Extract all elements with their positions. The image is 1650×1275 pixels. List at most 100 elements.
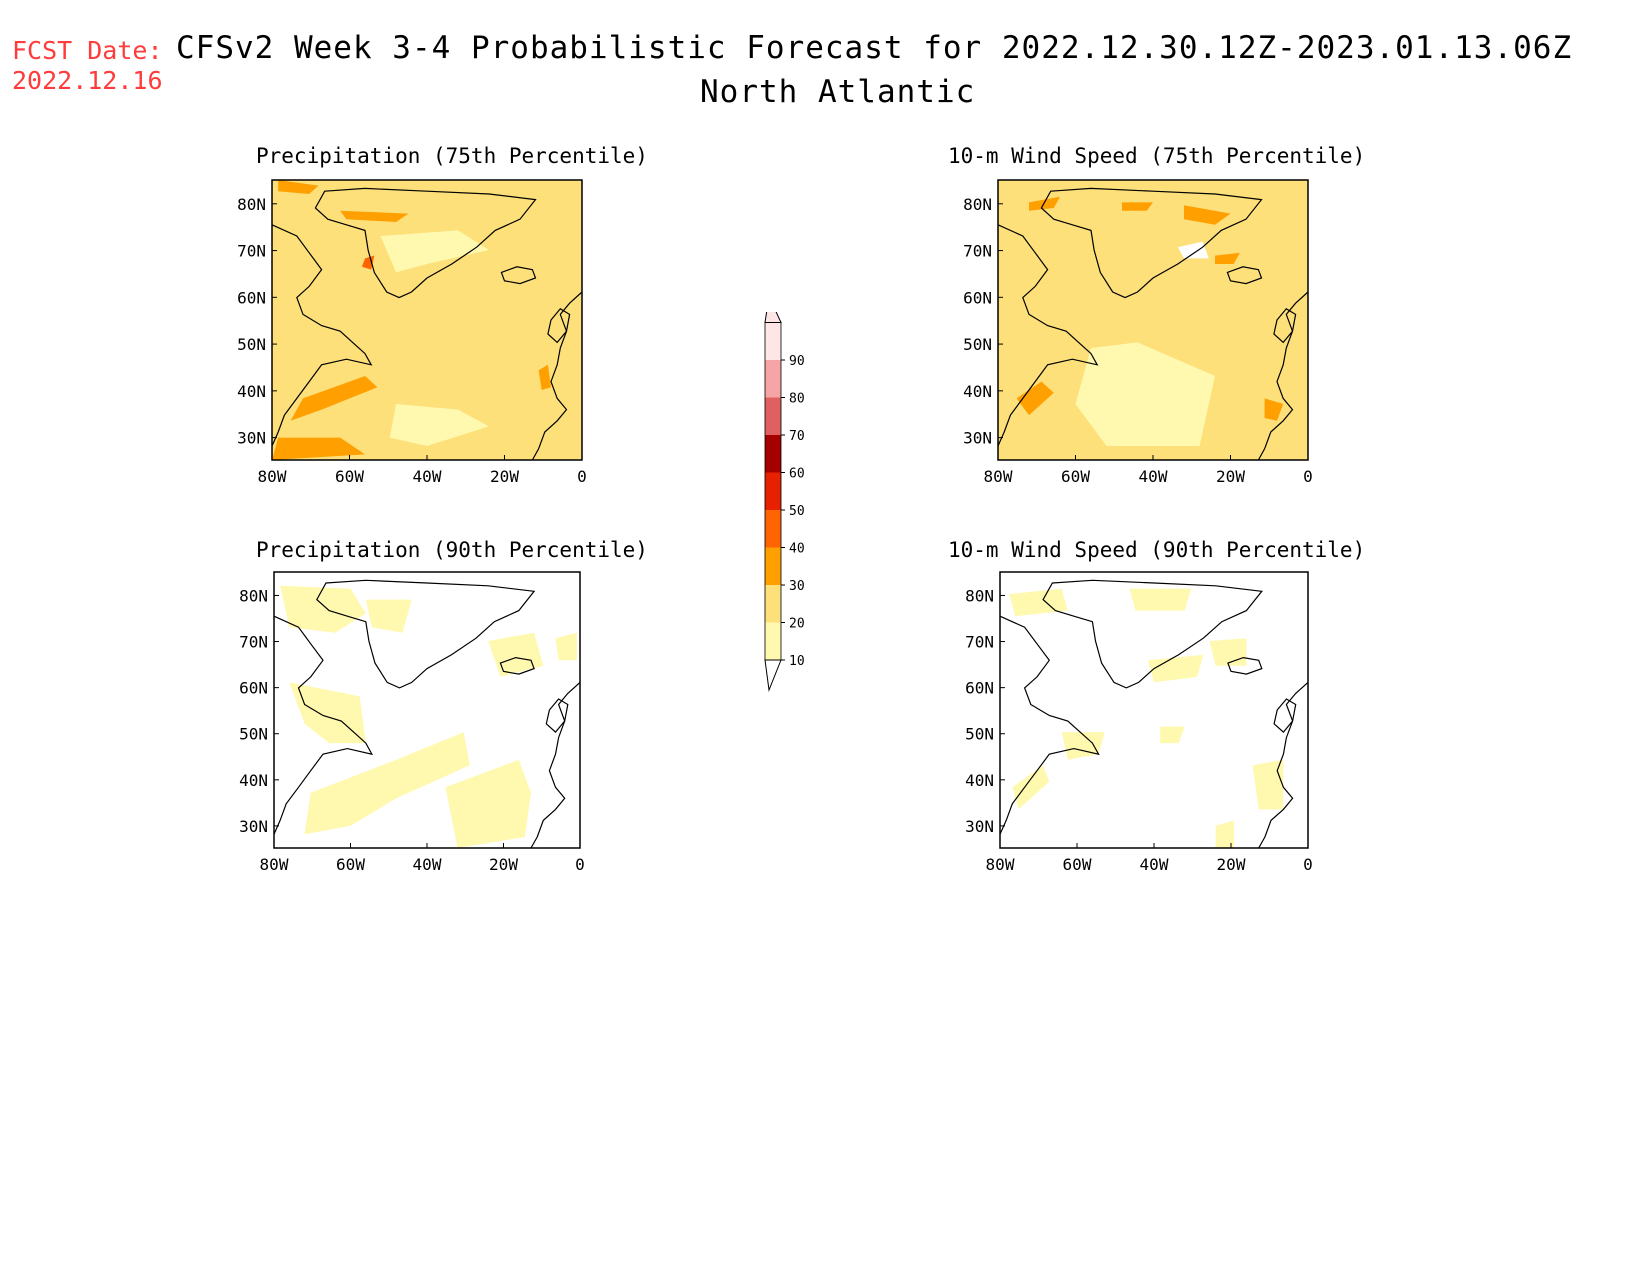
probability-contour (1215, 820, 1235, 848)
colorbar-high-end (764, 312, 782, 323)
lon-tick-label: 80W (258, 467, 287, 486)
probability-contour (1160, 726, 1185, 744)
lon-tick-label: 0 (577, 467, 587, 486)
lat-tick-label: 30N (237, 429, 266, 448)
lat-tick-label: 80N (239, 586, 268, 605)
probability-contour (280, 585, 366, 633)
colorbar-label: 40 (789, 542, 805, 557)
colorbar-label: 70 (789, 429, 805, 444)
map-precip-90: 80N 70N 60N 50N 40N 30N 80W 60W 40W 20W 0 (239, 571, 585, 874)
lon-tick-label: 60W (1063, 855, 1092, 874)
lat-tick-label: 60N (963, 288, 992, 307)
probability-contour (365, 599, 412, 633)
colorbar-segment (765, 360, 781, 398)
coastline (1227, 656, 1263, 675)
probability-contour (272, 437, 365, 460)
lat-tick-label: 50N (963, 335, 992, 354)
panel-title-wind-90: 10-m Wind Speed (90th Percentile) (948, 538, 1366, 562)
lon-tick-label: 20W (490, 467, 519, 486)
coastline (1226, 266, 1263, 285)
lon-tick-label: 0 (1303, 855, 1313, 874)
probability-contour (289, 682, 366, 744)
lon-tick-label: 60W (336, 855, 365, 874)
lat-tick-label: 70N (237, 242, 266, 261)
colorbar-segment (765, 472, 781, 510)
probability-contour (1029, 196, 1060, 211)
lon-tick-label: 80W (260, 855, 289, 874)
probability-contour (538, 364, 551, 390)
lat-tick-label: 30N (965, 817, 994, 836)
lon-tick-label: 60W (335, 467, 364, 486)
lat-tick-label: 50N (237, 335, 266, 354)
probability-contour (1122, 202, 1153, 211)
colorbar-segment (765, 585, 781, 623)
colorbar-outline (764, 322, 782, 661)
lon-tick-label: 0 (1303, 467, 1313, 486)
coastline (1257, 291, 1309, 461)
probability-contour (1147, 654, 1204, 683)
lon-tick-label: 40W (413, 467, 442, 486)
probability-contour (555, 632, 577, 661)
lat-tick-label: 70N (965, 633, 994, 652)
lon-tick-label: 40W (1139, 467, 1168, 486)
lat-tick-label: 80N (965, 586, 994, 605)
forecast-title: CFSv2 Week 3-4 Probabilistic Forecast fo… (176, 30, 1573, 66)
probability-contour (1209, 638, 1247, 666)
lon-tick-label: 60W (1061, 467, 1090, 486)
colorbar-segment (765, 510, 781, 548)
lat-tick-label: 30N (963, 429, 992, 448)
probability-contour (290, 376, 378, 421)
lat-tick-label: 40N (239, 771, 268, 790)
lat-tick-label: 50N (965, 725, 994, 744)
panel-title-wind-75: 10-m Wind Speed (75th Percentile) (948, 144, 1366, 168)
lat-tick-label: 80N (237, 195, 266, 214)
probability-contour (1184, 205, 1231, 225)
map-wind-75: 80N 70N 60N 50N 40N 30N 80W 60W 40W 20W 0 (963, 179, 1313, 486)
probability-contour (445, 759, 531, 848)
lat-tick-label: 40N (963, 382, 992, 401)
lat-tick-label: 70N (239, 633, 268, 652)
colorbar-label: 60 (789, 467, 805, 482)
lat-tick-label: 40N (965, 771, 994, 790)
lon-tick-label: 80W (984, 467, 1013, 486)
lon-tick-label: 80W (986, 855, 1015, 874)
coastline (1258, 681, 1309, 849)
probability-contour (1252, 759, 1284, 810)
lat-tick-label: 60N (239, 679, 268, 698)
probability-contour (1075, 342, 1215, 446)
lon-tick-label: 20W (489, 855, 518, 874)
probability-contour (340, 210, 409, 222)
coastline (271, 224, 373, 447)
coastline (316, 579, 536, 689)
lon-tick-label: 0 (575, 855, 585, 874)
colorbar-label: 90 (789, 354, 805, 369)
colorbar-label: 50 (789, 504, 805, 519)
colorbar-segment (765, 547, 781, 585)
lon-tick-label: 20W (1217, 855, 1246, 874)
colorbar-segment (765, 397, 781, 435)
lat-tick-label: 30N (239, 817, 268, 836)
coastline (1042, 579, 1263, 689)
region-title: North Atlantic (700, 74, 976, 110)
panel-title-precip-90: Precipitation (90th Percentile) (256, 538, 648, 562)
coastline (273, 615, 374, 835)
colorbar-segment (765, 622, 781, 660)
coastline (314, 187, 537, 299)
probability-contour (1129, 588, 1191, 611)
map-wind-90: 80N 70N 60N 50N 40N 30N 80W 60W 40W 20W 0 (965, 571, 1313, 874)
map-precip-75: 80N 70N 60N 50N 40N 30N 80W 60W 40W 20W 0 (237, 179, 587, 486)
coastline (531, 291, 583, 461)
coastline (500, 266, 537, 285)
coastline (1040, 187, 1263, 299)
lat-tick-label: 50N (239, 725, 268, 744)
lat-tick-label: 80N (963, 195, 992, 214)
probability-contour (380, 230, 489, 273)
coastline (499, 656, 535, 675)
colorbar: 10 20 30 40 50 60 70 80 90 (764, 312, 805, 692)
colorbar-label: 20 (789, 617, 805, 632)
colorbar-low-end (764, 659, 782, 692)
probability-contour (389, 404, 489, 446)
lat-tick-label: 70N (963, 242, 992, 261)
coastline (999, 615, 1100, 835)
lat-tick-label: 60N (965, 679, 994, 698)
